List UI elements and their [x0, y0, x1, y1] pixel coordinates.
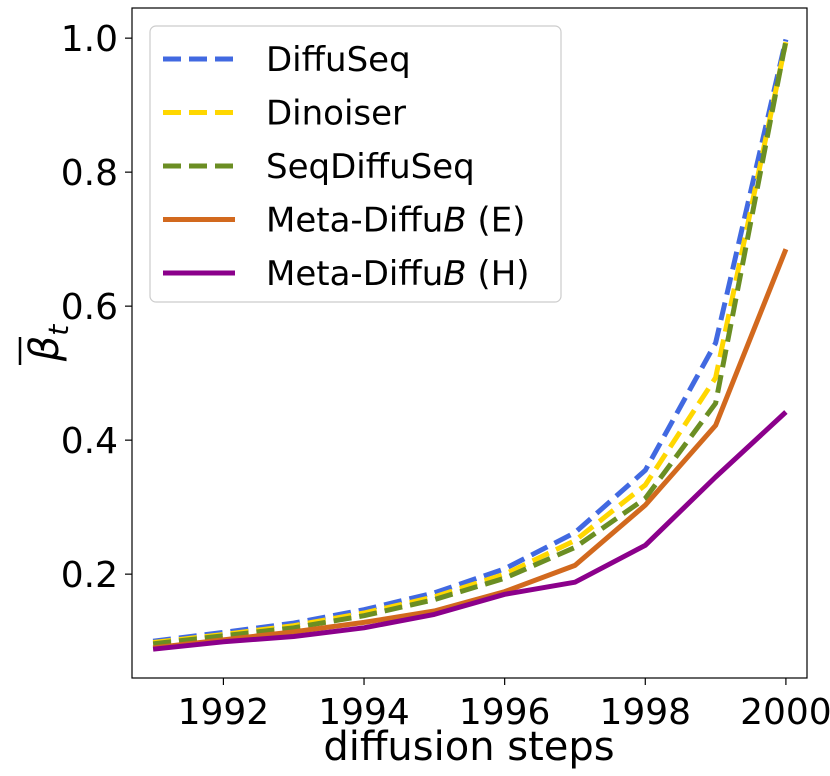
legend-label-meta-diffub-h: Meta-DiffuB (H)	[266, 254, 530, 294]
legend-label-dinoiser: Dinoiser	[266, 94, 406, 134]
y-tick-label: 1.0	[61, 19, 118, 60]
y-tick-label: 0.6	[61, 287, 118, 328]
y-axis-label-subscript: t	[42, 324, 75, 336]
y-tick-label: 0.8	[61, 153, 118, 194]
svg-text:βt: βt	[22, 324, 75, 363]
y-axis: 0.2 0.4 0.6 0.8 1.0	[61, 19, 132, 596]
legend-label-seqdiffuseq: SeqDiffuSeq	[266, 147, 475, 187]
x-tick-label: 1998	[599, 692, 691, 733]
y-tick-label: 0.4	[61, 421, 118, 462]
y-axis-label: βt	[18, 324, 75, 365]
x-axis: 1992 1994 1996 1998 2000	[178, 678, 830, 733]
series-layer	[152, 38, 789, 652]
series-line-meta-diffub-e	[152, 248, 789, 651]
x-tick-label: 1994	[318, 692, 410, 733]
x-tick-label: 1992	[178, 692, 270, 733]
x-axis-label: diffusion steps	[323, 724, 614, 770]
plot-frame	[131, 7, 808, 679]
y-tick-label: 0.2	[61, 555, 118, 596]
legend: DiffuSeq Dinoiser SeqDiffuSeq Meta-DiffuB (…	[149, 25, 562, 303]
legend-box	[149, 25, 562, 303]
y-axis-label-symbol: β	[22, 336, 68, 363]
legend-label-meta-diffub-e: Meta-DiffuB (E)	[266, 201, 525, 241]
series-line-seqdiffuseq	[152, 40, 789, 647]
x-tick-label: 1996	[459, 692, 551, 733]
x-tick-label: 2000	[740, 692, 830, 733]
legend-label-diffuseq: DiffuSeq	[266, 40, 411, 80]
series-line-meta-diffub-h	[152, 410, 788, 652]
